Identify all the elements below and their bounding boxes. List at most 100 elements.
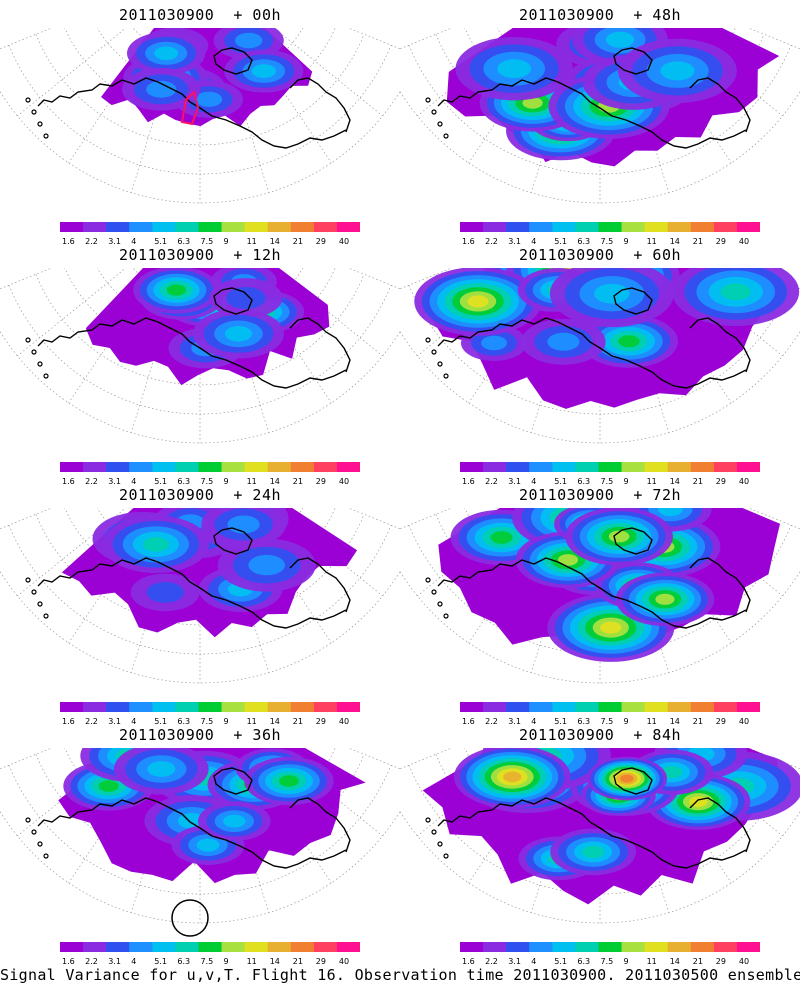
colorbar-tick-label: 3.1 [508, 717, 521, 726]
colorbar-tick-label: 11 [247, 237, 257, 246]
colorbar-tick-label: 21 [293, 477, 303, 486]
colorbar-tick-label: 11 [247, 957, 257, 966]
colorbar-swatch [106, 702, 130, 712]
colorbar-tick-label: 9 [624, 717, 629, 726]
panel-title: 2011030900 + 00h [118, 6, 282, 24]
latitude-circle [400, 810, 800, 924]
variance-level [720, 283, 751, 301]
colorbar-swatch [736, 942, 760, 952]
island-path [37, 601, 43, 607]
variance-level [142, 536, 169, 552]
colorbar-tick-label: 21 [693, 717, 703, 726]
colorbar-swatch [644, 702, 669, 712]
colorbar-tick-label: 29 [716, 717, 726, 726]
colorbar-swatch [644, 222, 669, 232]
variance-level [608, 530, 630, 543]
island-path [431, 109, 437, 115]
colorbar-tick-label: 9 [224, 957, 229, 966]
latitude-circle [8, 765, 392, 895]
colorbar-swatch [129, 942, 153, 952]
meridian-line [0, 748, 53, 770]
colorbar-tick-label: 40 [739, 957, 749, 966]
colorbar-tick-label: 6.3 [577, 237, 590, 246]
colorbar-tick-label: 14 [670, 237, 680, 246]
variance-level [227, 515, 260, 534]
colorbar-tick-label: 11 [247, 477, 257, 486]
map-panel: 2011030900 + 00h 1.6 2.2 3.1 4 5.1 6.3 7.5 9 11 14… [0, 0, 400, 246]
coastline [25, 767, 351, 869]
colorbar-swatch [483, 942, 507, 952]
colorbar-tick-label: 14 [670, 957, 680, 966]
colorbar-tick-label: 7.5 [601, 237, 614, 246]
latitude-circle [8, 525, 392, 655]
colorbar-swatch [460, 702, 484, 712]
latitude-circle [0, 330, 400, 444]
colorbar-swatch [106, 942, 130, 952]
colorbar-swatch [552, 222, 576, 232]
colorbar-tick-label: 9 [224, 237, 229, 246]
colorbar-swatch [644, 462, 669, 472]
meridian-line [400, 28, 453, 50]
colorbar-swatch [313, 702, 338, 712]
meridian-line [17, 28, 127, 117]
meridian-line [400, 748, 453, 770]
colorbar-tick-label: 21 [293, 957, 303, 966]
island-path [37, 121, 43, 127]
colorbar: 1.6 2.2 3.1 4 5.1 6.3 7.5 9 11 14 21 29 40 [60, 462, 360, 486]
coastline-path [37, 797, 347, 869]
colorbar-swatch [198, 942, 223, 952]
latitude-circle [8, 45, 392, 175]
coastline [25, 287, 351, 389]
variance-level [146, 582, 184, 603]
colorbar-swatch [598, 222, 623, 232]
colorbar-tick-label: 14 [270, 957, 280, 966]
colorbar-swatch [621, 702, 646, 712]
colorbar: 1.6 2.2 3.1 4 5.1 6.3 7.5 9 11 14 21 29 40 [460, 702, 760, 726]
colorbar-swatch [244, 702, 269, 712]
variance-level [195, 91, 223, 107]
colorbar-tick-label: 2.2 [85, 717, 98, 726]
colorbar-tick-label: 6.3 [577, 717, 590, 726]
colorbar-tick-label: 2.2 [485, 717, 498, 726]
island-path [43, 133, 49, 139]
colorbar-swatch [152, 942, 176, 952]
variance-field [85, 268, 330, 386]
colorbar-swatch [460, 942, 484, 952]
map-plot [400, 28, 800, 204]
meridian-line [400, 508, 453, 530]
variance-level [497, 59, 532, 79]
map-panel: 2011030900 + 24h 1.6 2.2 3.1 4 5.1 6.3 7.5 9 11 14… [0, 480, 400, 726]
variance-level [618, 335, 640, 348]
map-panel: 2011030900 + 48h 1.6 2.2 3.1 4 5.1 6.3 7.5 9 11 14… [400, 0, 800, 246]
variance-level [248, 554, 285, 576]
island-path [437, 841, 443, 847]
colorbar-tick-label: 40 [339, 477, 349, 486]
colorbar-swatch [529, 222, 553, 232]
colorbar-tick-label: 4 [531, 957, 536, 966]
variance-field [446, 28, 780, 167]
coastline-path [437, 557, 747, 629]
variance-level [522, 97, 543, 109]
colorbar-tick-label: 7.5 [201, 717, 214, 726]
coastline-path [613, 47, 653, 75]
colorbar-tick-label: 6.3 [577, 477, 590, 486]
map-plot [400, 268, 800, 444]
meridian-line [0, 268, 53, 290]
colorbar-tick-label: 11 [647, 237, 657, 246]
colorbar-tick-label: 9 [624, 957, 629, 966]
colorbar-tick-label: 4 [531, 237, 536, 246]
colorbar-swatch [221, 942, 246, 952]
island-path [31, 589, 37, 595]
variance-field [438, 508, 780, 662]
island-path [31, 349, 37, 355]
coastline-path [37, 557, 347, 629]
coastline [425, 527, 751, 629]
colorbar-tick-label: 14 [670, 477, 680, 486]
colorbar-swatch [267, 942, 292, 952]
colorbar-tick-label: 2.2 [485, 237, 498, 246]
variance-level [235, 32, 263, 49]
variance-level [503, 771, 522, 783]
colorbar-tick-label: 4 [531, 717, 536, 726]
map-plot [0, 268, 400, 444]
colorbar-tick-label: 9 [624, 237, 629, 246]
